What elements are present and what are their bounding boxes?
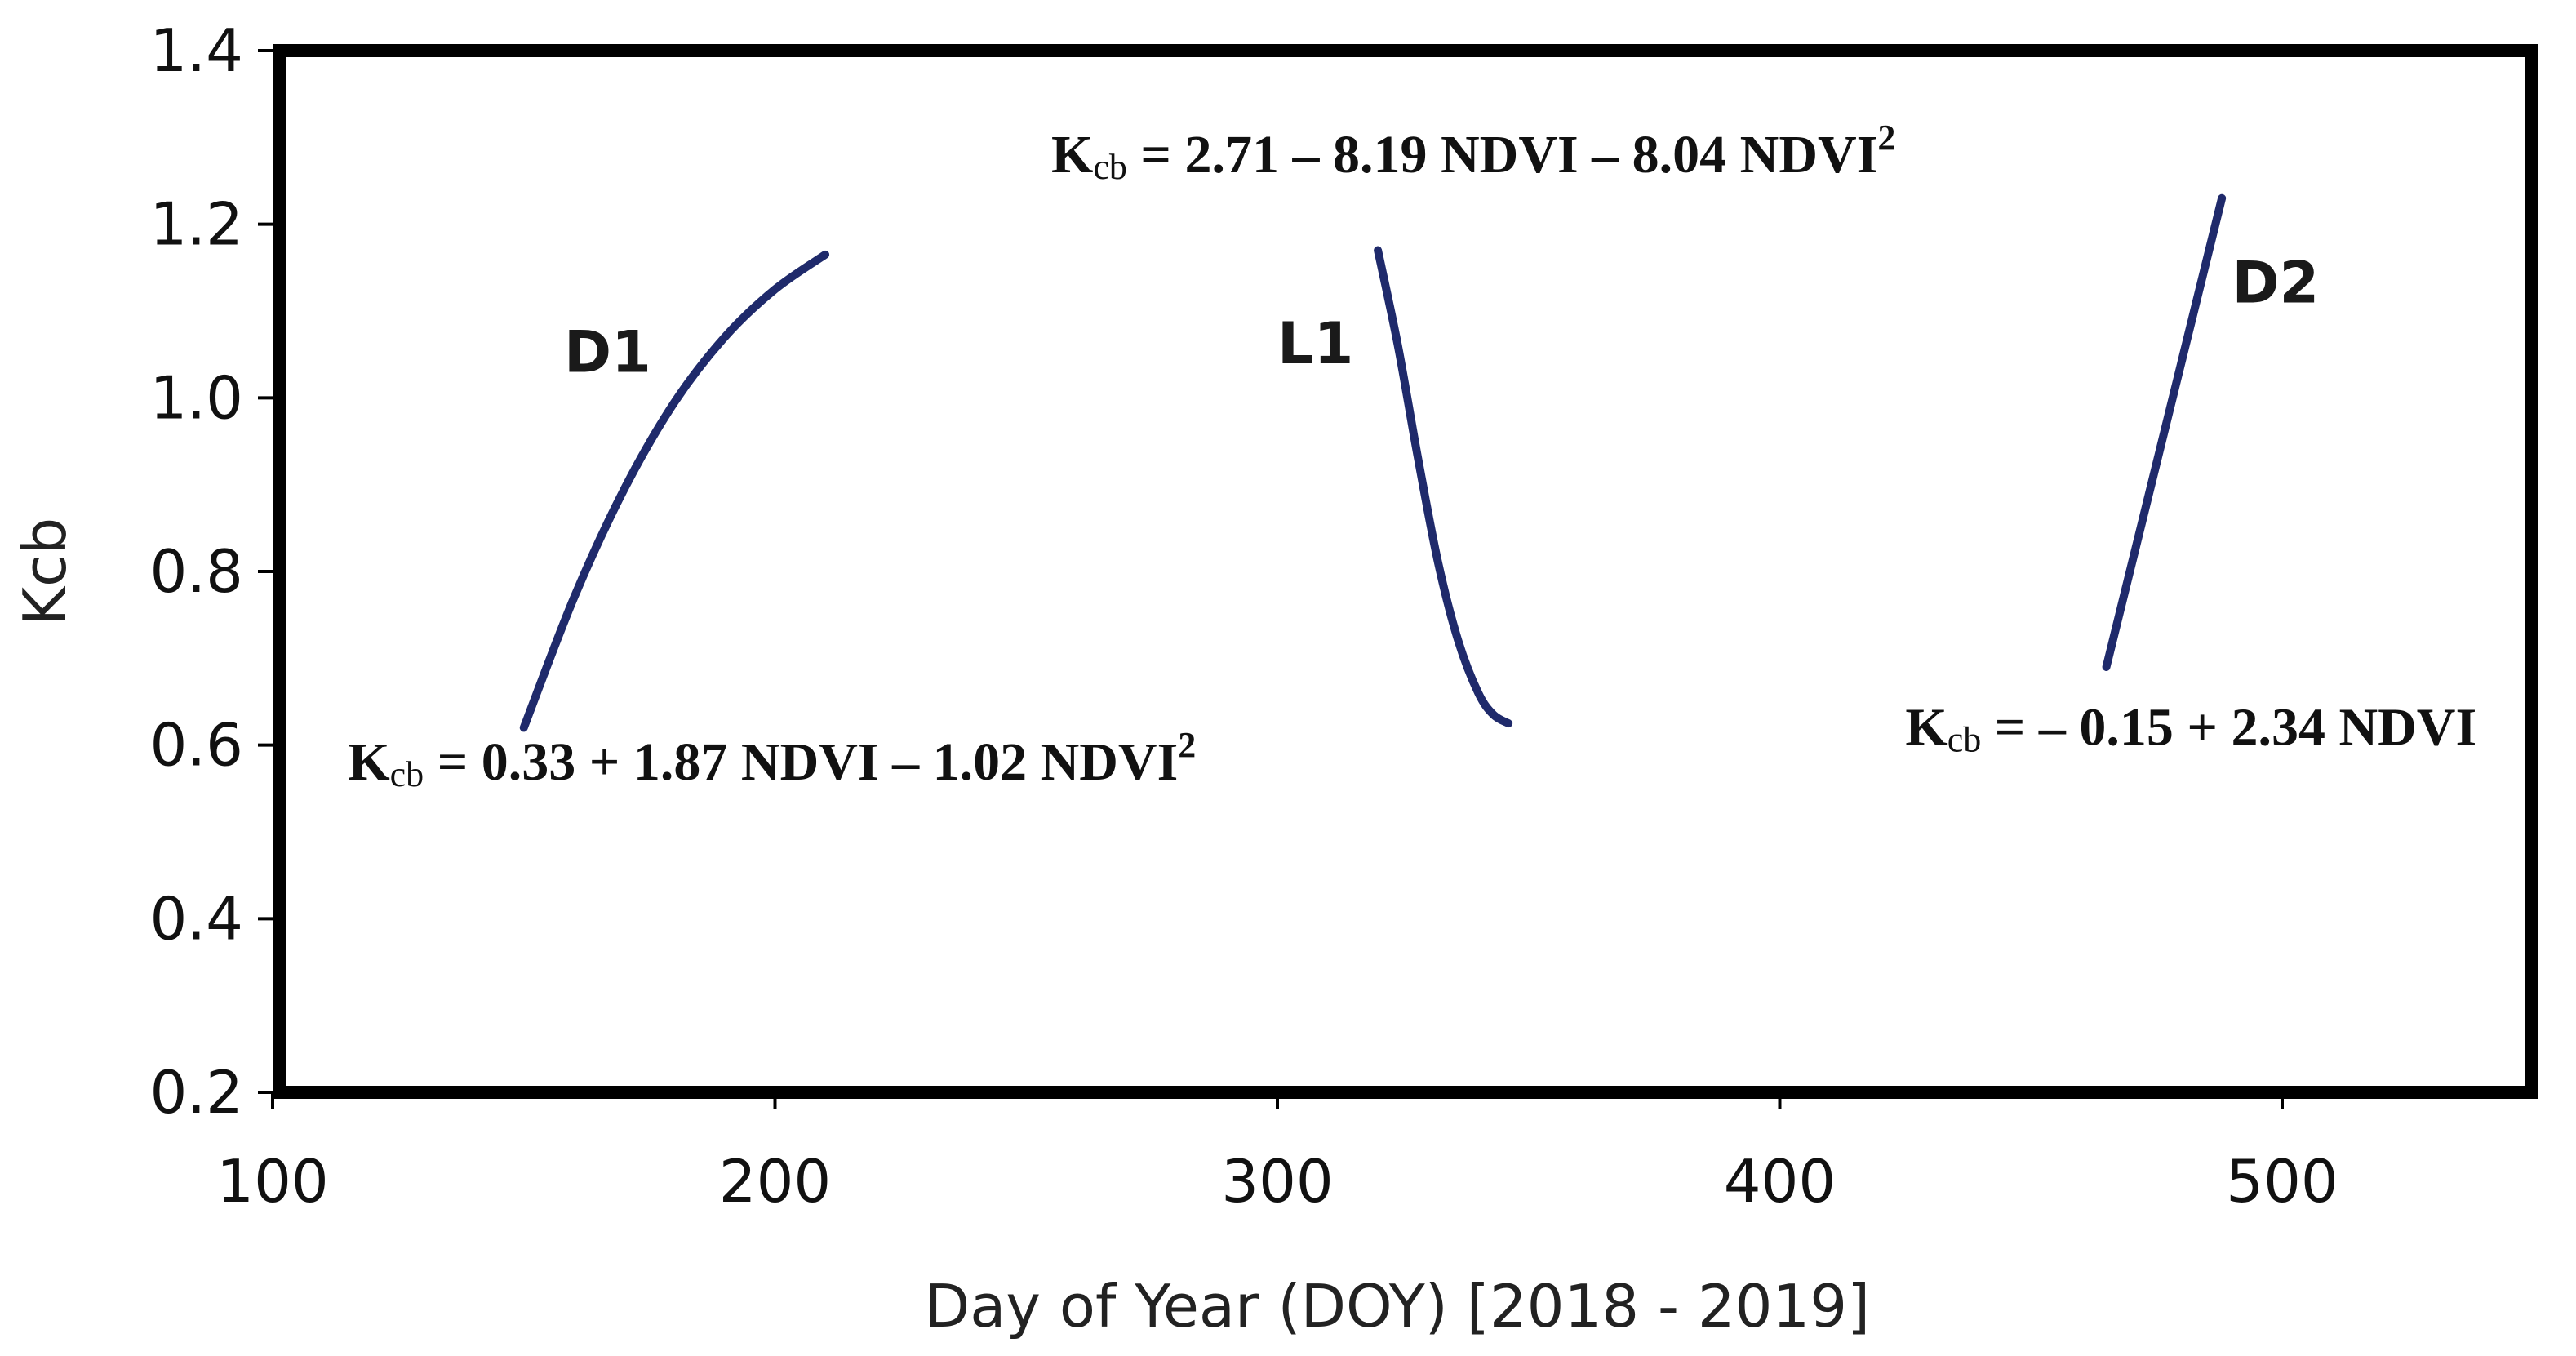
- y-tick-label: 0.4: [149, 884, 243, 953]
- y-tick-label: 1.0: [149, 363, 243, 432]
- series-label-d2: D2: [2232, 249, 2319, 316]
- x-tick-label: 100: [216, 1147, 328, 1216]
- equation-superscript: 2: [1877, 118, 1895, 158]
- equation-body: = 0.33 + 1.87 NDVI – 1.02 NDVI: [424, 732, 1178, 792]
- series-line-l1: [1374, 246, 1513, 728]
- equation-d2: Kcb = – 0.15 + 2.34 NDVI: [1905, 698, 2476, 760]
- x-axis-title: Day of Year (DOY) [2018 - 2019]: [925, 1272, 1870, 1340]
- equation-symbol: K: [348, 732, 389, 792]
- x-tick-label: 300: [1221, 1147, 1333, 1216]
- y-tick-label: 1.2: [149, 190, 243, 259]
- equation-body: = – 0.15 + 2.34 NDVI: [1981, 698, 2476, 758]
- y-tick-label: 0.8: [149, 537, 243, 606]
- equation-l1: Kcb = 2.71 – 8.19 NDVI – 8.04 NDVI2: [1051, 118, 1895, 187]
- equation-body: = 2.71 – 8.19 NDVI – 8.04 NDVI: [1127, 125, 1877, 185]
- y-axis-title: Kcb: [11, 518, 79, 626]
- equation-superscript: 2: [1178, 725, 1196, 765]
- equation-d1: Kcb = 0.33 + 1.87 NDVI – 1.02 NDVI2: [348, 725, 1196, 794]
- series-layer: [519, 193, 2227, 732]
- series-line-d2: [2102, 193, 2227, 671]
- equation-subscript: cb: [1948, 720, 1982, 760]
- x-tick-label: 500: [2226, 1147, 2338, 1216]
- y-tick-label: 0.6: [149, 711, 243, 780]
- y-tick-label: 1.4: [149, 16, 243, 85]
- axes: 0.2 0.4 0.6 0.8 1.0 1.2 1.4 100 200 300 400 500: [149, 16, 2338, 1216]
- equation-symbol: K: [1051, 125, 1093, 185]
- plot-frame: [273, 44, 2538, 1099]
- series-label-d1: D1: [564, 318, 651, 385]
- equation-symbol: K: [1905, 698, 1947, 758]
- series-line-d1: [519, 250, 830, 732]
- x-tick-label: 400: [1724, 1147, 1836, 1216]
- series-label-l1: L1: [1277, 310, 1353, 377]
- equation-subscript: cb: [1093, 147, 1127, 187]
- y-tick-label: 0.2: [149, 1058, 243, 1127]
- equation-subscript: cb: [390, 754, 424, 794]
- x-tick-label: 200: [719, 1147, 831, 1216]
